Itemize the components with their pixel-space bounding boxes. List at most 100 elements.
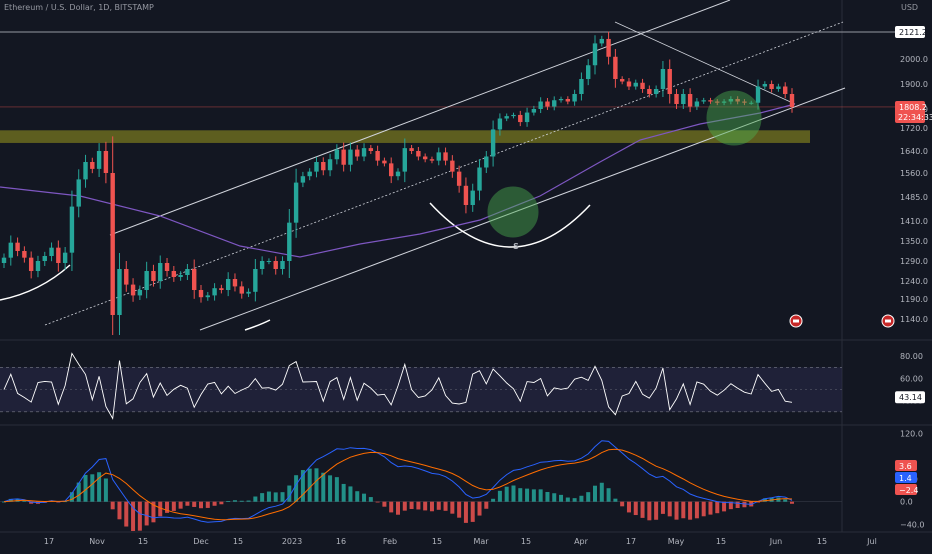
candle-body	[749, 102, 754, 104]
macd-bar	[232, 500, 237, 502]
time-tick-label: 17	[44, 537, 54, 546]
candle-body	[42, 256, 47, 261]
macd-bar	[572, 498, 577, 502]
macd-histogram	[2, 468, 794, 531]
macd-bar	[511, 485, 516, 502]
candle-body	[273, 261, 278, 269]
candle-body	[531, 109, 537, 113]
macd-bar	[368, 497, 373, 502]
highlight-circle	[487, 186, 539, 238]
macd-bar	[633, 501, 638, 516]
event-icon-mark	[793, 319, 799, 323]
macd-bar	[287, 485, 292, 502]
candle-body	[137, 290, 143, 296]
macd-bar	[613, 498, 618, 502]
macd-bar	[681, 501, 686, 519]
macd-bar	[273, 492, 278, 502]
macd-bar	[341, 483, 346, 502]
macd-bar	[708, 501, 713, 515]
macd-bar	[443, 501, 448, 511]
macd-bar	[321, 472, 326, 502]
macd-bar	[545, 491, 550, 502]
candle-body	[158, 263, 163, 281]
candle-body	[253, 269, 258, 292]
macd-bar	[144, 501, 149, 526]
macd-bar	[701, 501, 706, 517]
candle-body	[219, 288, 224, 290]
price-tick-label: 1560.0	[900, 169, 928, 178]
candle-body	[422, 156, 428, 160]
rsi-tick-label: 60.00	[900, 374, 923, 383]
candle-body	[368, 148, 374, 151]
macd-bar	[396, 501, 400, 515]
price-tick-label: 1640.0	[900, 147, 928, 156]
macd-bar	[355, 491, 360, 502]
candle-body	[558, 99, 564, 101]
candle-body	[266, 261, 272, 262]
candle-body	[416, 151, 421, 157]
macd-bar	[199, 501, 203, 509]
macd-value-tag	[895, 472, 917, 483]
candle-body	[606, 38, 611, 57]
macd-bar	[402, 501, 407, 511]
macd-bar	[375, 501, 380, 503]
macd-bar	[599, 482, 604, 502]
candle-body	[565, 99, 571, 102]
candle-body	[789, 94, 795, 107]
candle-body	[619, 79, 625, 82]
macd-bar	[565, 497, 570, 502]
candle-body	[382, 160, 387, 164]
candle-body	[49, 247, 54, 256]
candle-body	[470, 190, 475, 205]
macd-bar	[783, 499, 788, 502]
macd-tick-label: 120.0	[900, 430, 923, 439]
macd-bar	[266, 491, 271, 502]
candle-body	[626, 81, 632, 87]
macd-bar	[722, 501, 727, 512]
candle-body	[409, 148, 414, 151]
candle-body	[212, 288, 217, 296]
macd-bar	[647, 501, 652, 521]
macd-bar	[667, 501, 672, 517]
candle-body	[124, 269, 129, 285]
candle-body	[633, 82, 638, 87]
macd-bar	[90, 474, 95, 502]
channel-upper	[109, 0, 731, 236]
macd-bar	[22, 500, 27, 502]
candle-body	[96, 151, 102, 169]
candle-body	[198, 290, 204, 298]
macd-bar	[450, 501, 455, 514]
macd-bar	[171, 501, 176, 511]
macd-bar	[525, 488, 530, 502]
candle-body	[205, 295, 210, 298]
candle-body	[504, 116, 509, 119]
macd-bar	[409, 501, 414, 510]
time-tick-label: Apr	[574, 537, 589, 546]
macd-bar	[300, 470, 305, 502]
candle-body	[586, 65, 591, 79]
candle-body	[456, 171, 462, 186]
candle-body	[484, 156, 489, 168]
macd-bar	[137, 501, 142, 531]
candle-body	[728, 99, 734, 102]
time-tick-label: 15	[138, 537, 148, 546]
macd-value-text: 1.4	[899, 474, 912, 483]
time-tick-label: 15	[521, 537, 531, 546]
s-marker: S	[513, 242, 519, 251]
macd-bar	[382, 501, 387, 507]
time-tick-label: Jun	[769, 537, 783, 546]
macd-bar	[715, 501, 720, 514]
signal-line	[3, 448, 793, 521]
candle-body	[599, 38, 604, 44]
candle-body	[490, 129, 496, 157]
macd-bar	[660, 501, 665, 514]
macd-bar	[205, 501, 210, 508]
time-tick-label: 15	[233, 537, 243, 546]
candle-body	[640, 82, 645, 89]
macd-bar	[620, 501, 625, 507]
candle-body	[103, 151, 109, 173]
macd-bar	[762, 498, 767, 502]
time-tick-label: Jul	[866, 537, 877, 546]
